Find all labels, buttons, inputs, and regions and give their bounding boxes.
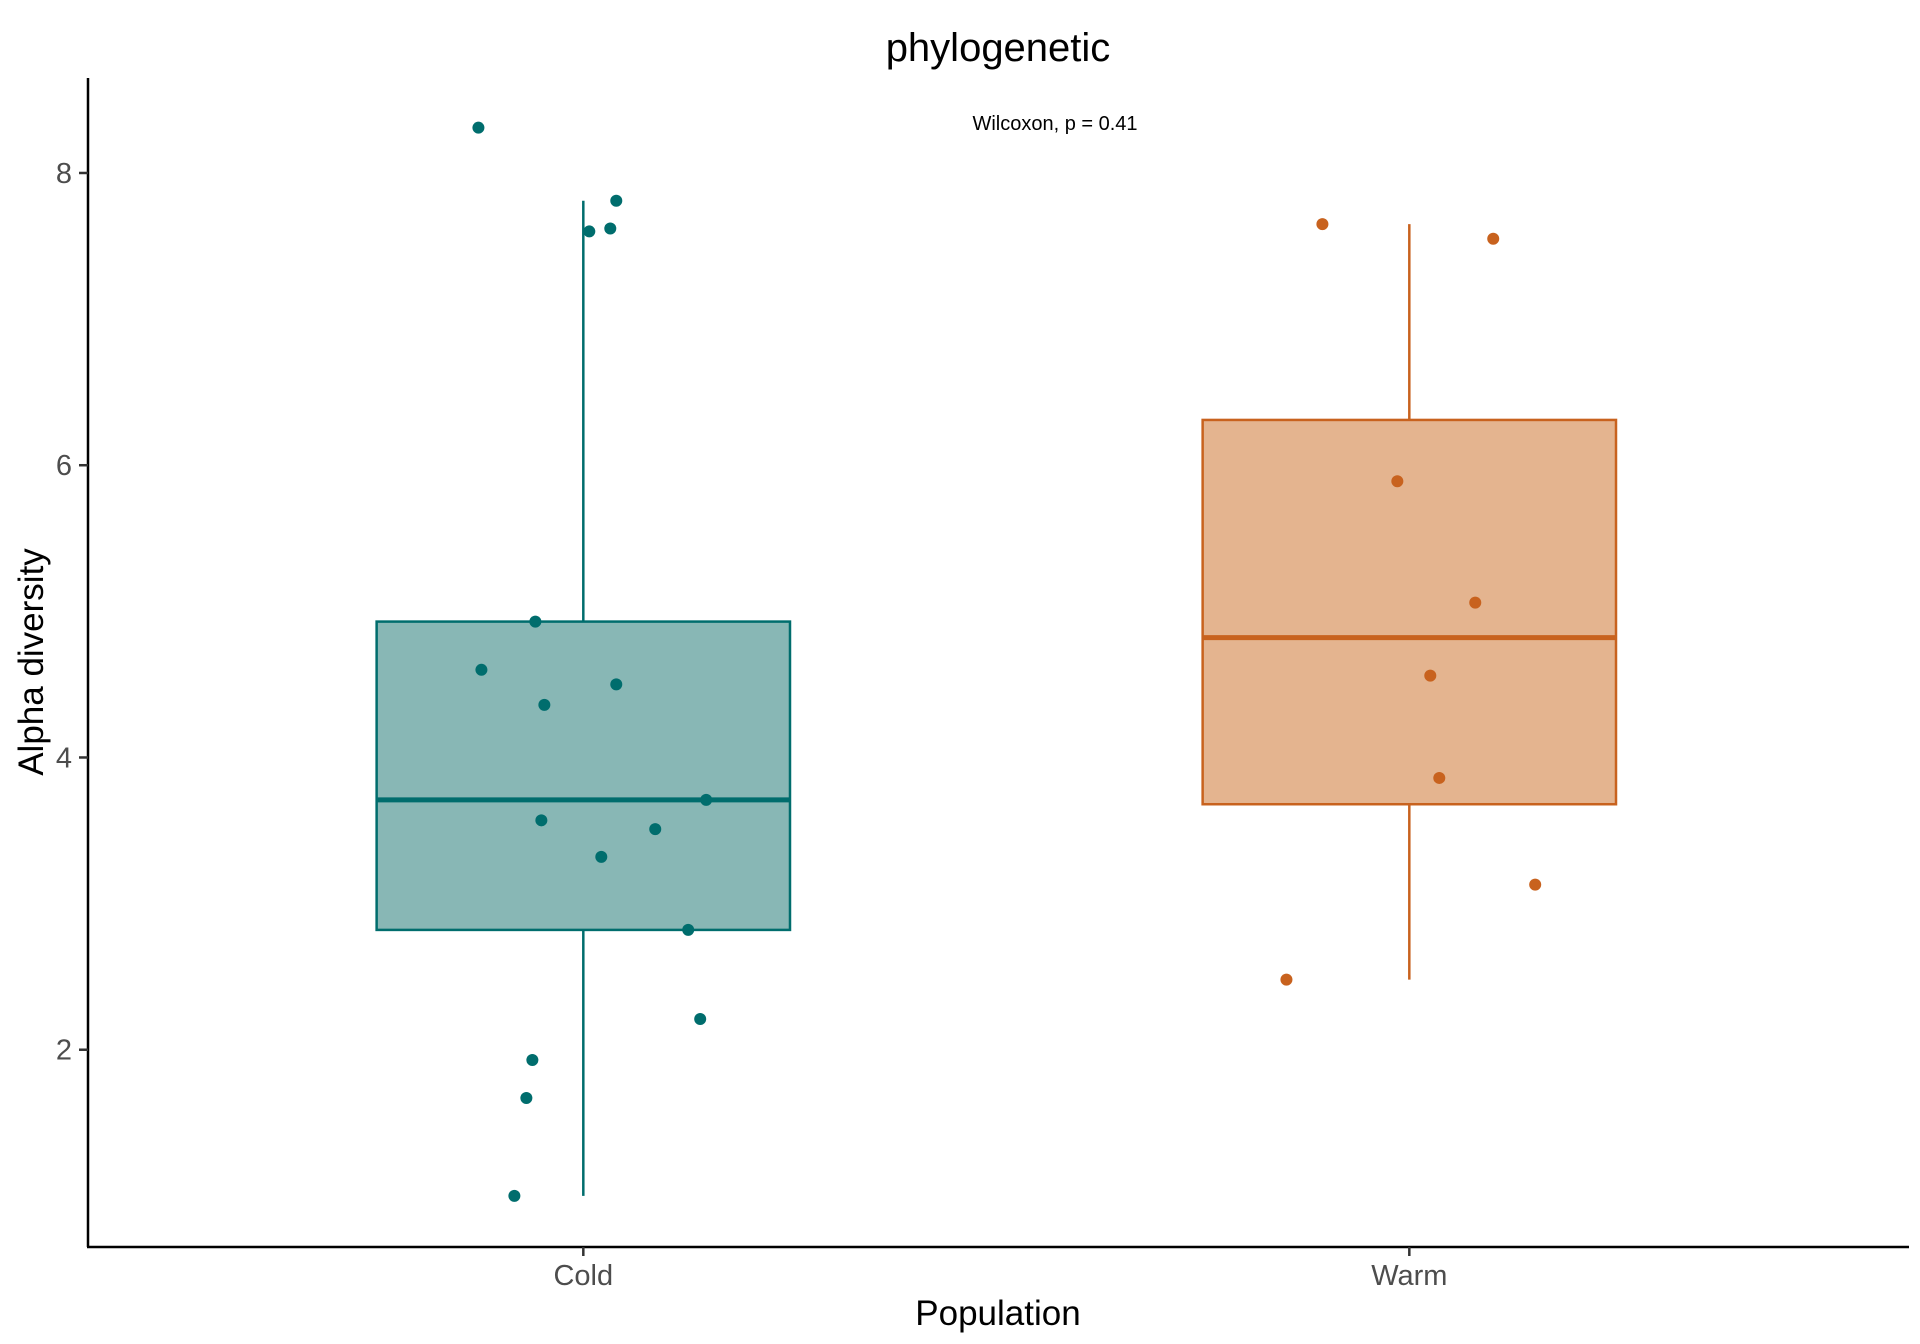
boxes-layer <box>375 200 1618 1196</box>
x-tick-label-cold: Cold <box>553 1260 613 1292</box>
y-tick-label-4: 4 <box>56 742 72 774</box>
point-cold-0 <box>472 121 485 134</box>
point-cold-14 <box>526 1053 539 1066</box>
point-cold-15 <box>520 1091 533 1104</box>
point-cold-6 <box>610 678 623 691</box>
point-warm-0 <box>1316 218 1329 231</box>
point-cold-4 <box>529 615 542 628</box>
point-cold-8 <box>700 793 713 806</box>
point-warm-2 <box>1391 475 1404 488</box>
y-tick-label-6: 6 <box>56 450 72 482</box>
point-warm-1 <box>1487 232 1500 245</box>
point-cold-16 <box>508 1189 521 1202</box>
point-warm-4 <box>1424 669 1437 682</box>
x-axis-title: Population <box>915 1294 1080 1333</box>
y-ticks: 2 4 6 8 <box>56 158 88 1067</box>
box-warm <box>1201 418 1618 806</box>
box-cold <box>375 620 792 932</box>
point-cold-5 <box>475 663 488 676</box>
wilcoxon-annotation: Wilcoxon, p = 0.41 <box>972 113 1137 135</box>
point-cold-12 <box>682 923 695 936</box>
point-warm-5 <box>1433 771 1446 784</box>
y-axis-title: Alpha diversity <box>12 548 51 776</box>
chart-title: phylogenetic <box>886 26 1111 70</box>
point-cold-3 <box>604 222 617 235</box>
y-tick-label-2: 2 <box>56 1035 72 1067</box>
y-tick-label-8: 8 <box>56 158 72 190</box>
point-warm-6 <box>1529 878 1542 891</box>
points-layer <box>472 121 1542 1202</box>
point-cold-1 <box>610 194 623 207</box>
point-cold-11 <box>595 850 608 863</box>
point-warm-7 <box>1280 973 1293 986</box>
point-cold-10 <box>649 823 662 836</box>
x-tick-label-warm: Warm <box>1371 1260 1447 1292</box>
x-ticks: Cold Warm <box>553 1247 1447 1292</box>
point-cold-2 <box>583 225 596 238</box>
point-warm-3 <box>1469 596 1482 609</box>
point-cold-7 <box>538 698 551 711</box>
point-cold-13 <box>694 1013 707 1026</box>
point-cold-9 <box>535 814 548 827</box>
